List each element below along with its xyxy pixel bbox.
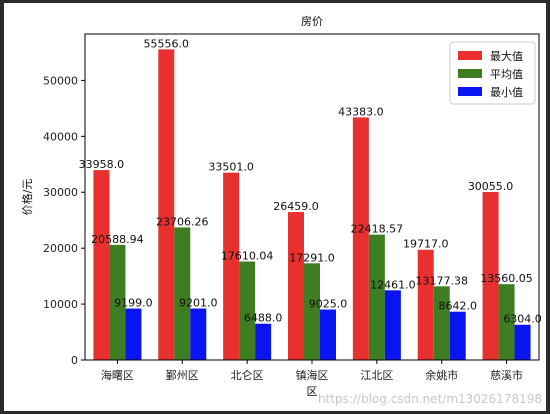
data-label: 17291.0 <box>289 251 335 264</box>
bar-3-7 <box>514 324 531 360</box>
y-tick-label: 20000 <box>43 242 78 255</box>
bar-chart: 房价 价格/元 区 33958.0 55556.0 33501.0 26459.0 43… <box>20 15 542 406</box>
x-tick-label: 余姚市 <box>425 368 458 382</box>
legend-swatch-2 <box>458 69 482 78</box>
bar-3-3 <box>255 323 272 360</box>
bar-1-7 <box>482 191 499 360</box>
legend-swatch-1 <box>458 51 482 60</box>
data-label: 9025.0 <box>309 298 348 311</box>
bar-2-6 <box>433 286 450 360</box>
x-tick-label: 镇海区 <box>296 368 329 382</box>
data-label: 9199.0 <box>114 297 153 310</box>
bar-2-7 <box>498 284 515 360</box>
legend-swatch-3 <box>458 87 482 96</box>
bar-1-3 <box>223 172 240 360</box>
legend-label-2: 平均值 <box>490 68 523 81</box>
bar-3-5 <box>384 290 401 360</box>
data-label: 6304.0 <box>503 313 542 326</box>
legend-label-1: 最大值 <box>490 49 523 63</box>
bar-3-6 <box>449 311 466 360</box>
bar-3-4 <box>320 309 336 360</box>
bar-1-6 <box>417 249 434 360</box>
data-label: 33958.0 <box>79 158 125 171</box>
bar-2-2 <box>174 227 191 360</box>
bar-2-5 <box>368 234 385 360</box>
data-label: 22418.57 <box>351 223 404 236</box>
chart-title: 房价 <box>301 15 323 28</box>
data-label: 9201.0 <box>179 297 218 310</box>
bar-3-1 <box>125 308 142 360</box>
x-tick-label: 慈溪市 <box>490 368 523 382</box>
data-label: 13177.38 <box>415 274 468 287</box>
y-tick-label: 40000 <box>43 130 78 143</box>
data-label: 6488.0 <box>244 312 283 325</box>
legend-label-3: 最小值 <box>490 86 523 99</box>
data-label: 13560.05 <box>480 272 533 285</box>
bar-1-1 <box>93 170 110 360</box>
data-label: 23706.26 <box>156 215 209 228</box>
bar-1-4 <box>288 212 304 360</box>
data-label: 26459.0 <box>273 200 319 213</box>
bar-2-1 <box>109 244 126 360</box>
bar-3-2 <box>190 308 207 360</box>
watermark: https://blog.csdn.net/m13026178198 <box>318 392 542 406</box>
x-tick-label: 鄞州区 <box>166 369 199 382</box>
bar-2-3 <box>239 261 256 360</box>
bar-1-2 <box>158 49 175 360</box>
y-axis-label: 价格/元 <box>20 179 34 216</box>
data-label: 43383.0 <box>338 105 384 118</box>
data-label: 17610.04 <box>221 250 274 263</box>
data-label: 19717.0 <box>403 238 449 251</box>
data-label: 8642.0 <box>438 300 477 313</box>
x-tick-label: 海曙区 <box>101 368 134 382</box>
data-label: 12461.0 <box>370 278 416 291</box>
data-label: 30055.0 <box>468 180 514 193</box>
x-tick-label: 北仑区 <box>231 368 264 382</box>
y-tick-label: 30000 <box>43 186 78 199</box>
bars-layer: 33958.0 55556.0 33501.0 26459.0 43383.0 19717… <box>79 37 542 360</box>
data-label: 33501.0 <box>208 161 254 174</box>
y-tick-label: 0 <box>71 354 78 367</box>
y-tick-label: 10000 <box>43 298 78 311</box>
y-tick-label: 50000 <box>43 74 78 87</box>
chart-frame: 房价 价格/元 区 33958.0 55556.0 33501.0 26459.0 43… <box>4 3 546 411</box>
x-tick-label: 江北区 <box>360 369 393 382</box>
data-label: 20588.94 <box>91 233 144 246</box>
bar-1-5 <box>352 117 369 360</box>
axes-layer: 0 10000 20000 30000 40000 50000 海曙区 鄞州区 北仑区 镇海区 江北… <box>43 33 540 382</box>
x-axis-label: 区 <box>307 385 318 398</box>
bar-2-4 <box>304 263 320 360</box>
data-label: 55556.0 <box>144 37 190 50</box>
